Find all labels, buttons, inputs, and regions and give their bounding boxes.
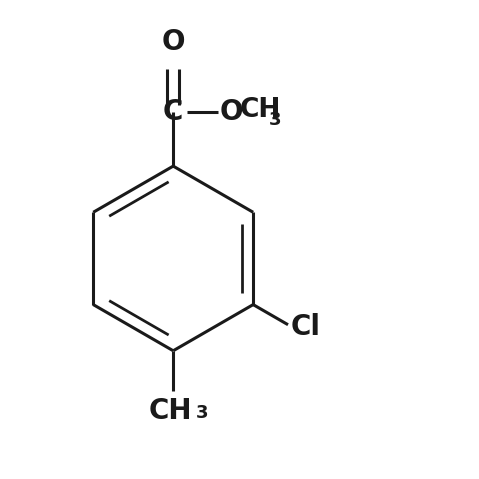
Text: 3: 3 [196,404,208,422]
Text: CH: CH [240,97,281,123]
Text: CH: CH [149,397,193,425]
Text: Cl: Cl [290,313,320,341]
Text: O: O [219,98,243,125]
Text: C: C [163,98,183,125]
Text: O: O [161,28,185,56]
Text: 3: 3 [269,111,281,129]
